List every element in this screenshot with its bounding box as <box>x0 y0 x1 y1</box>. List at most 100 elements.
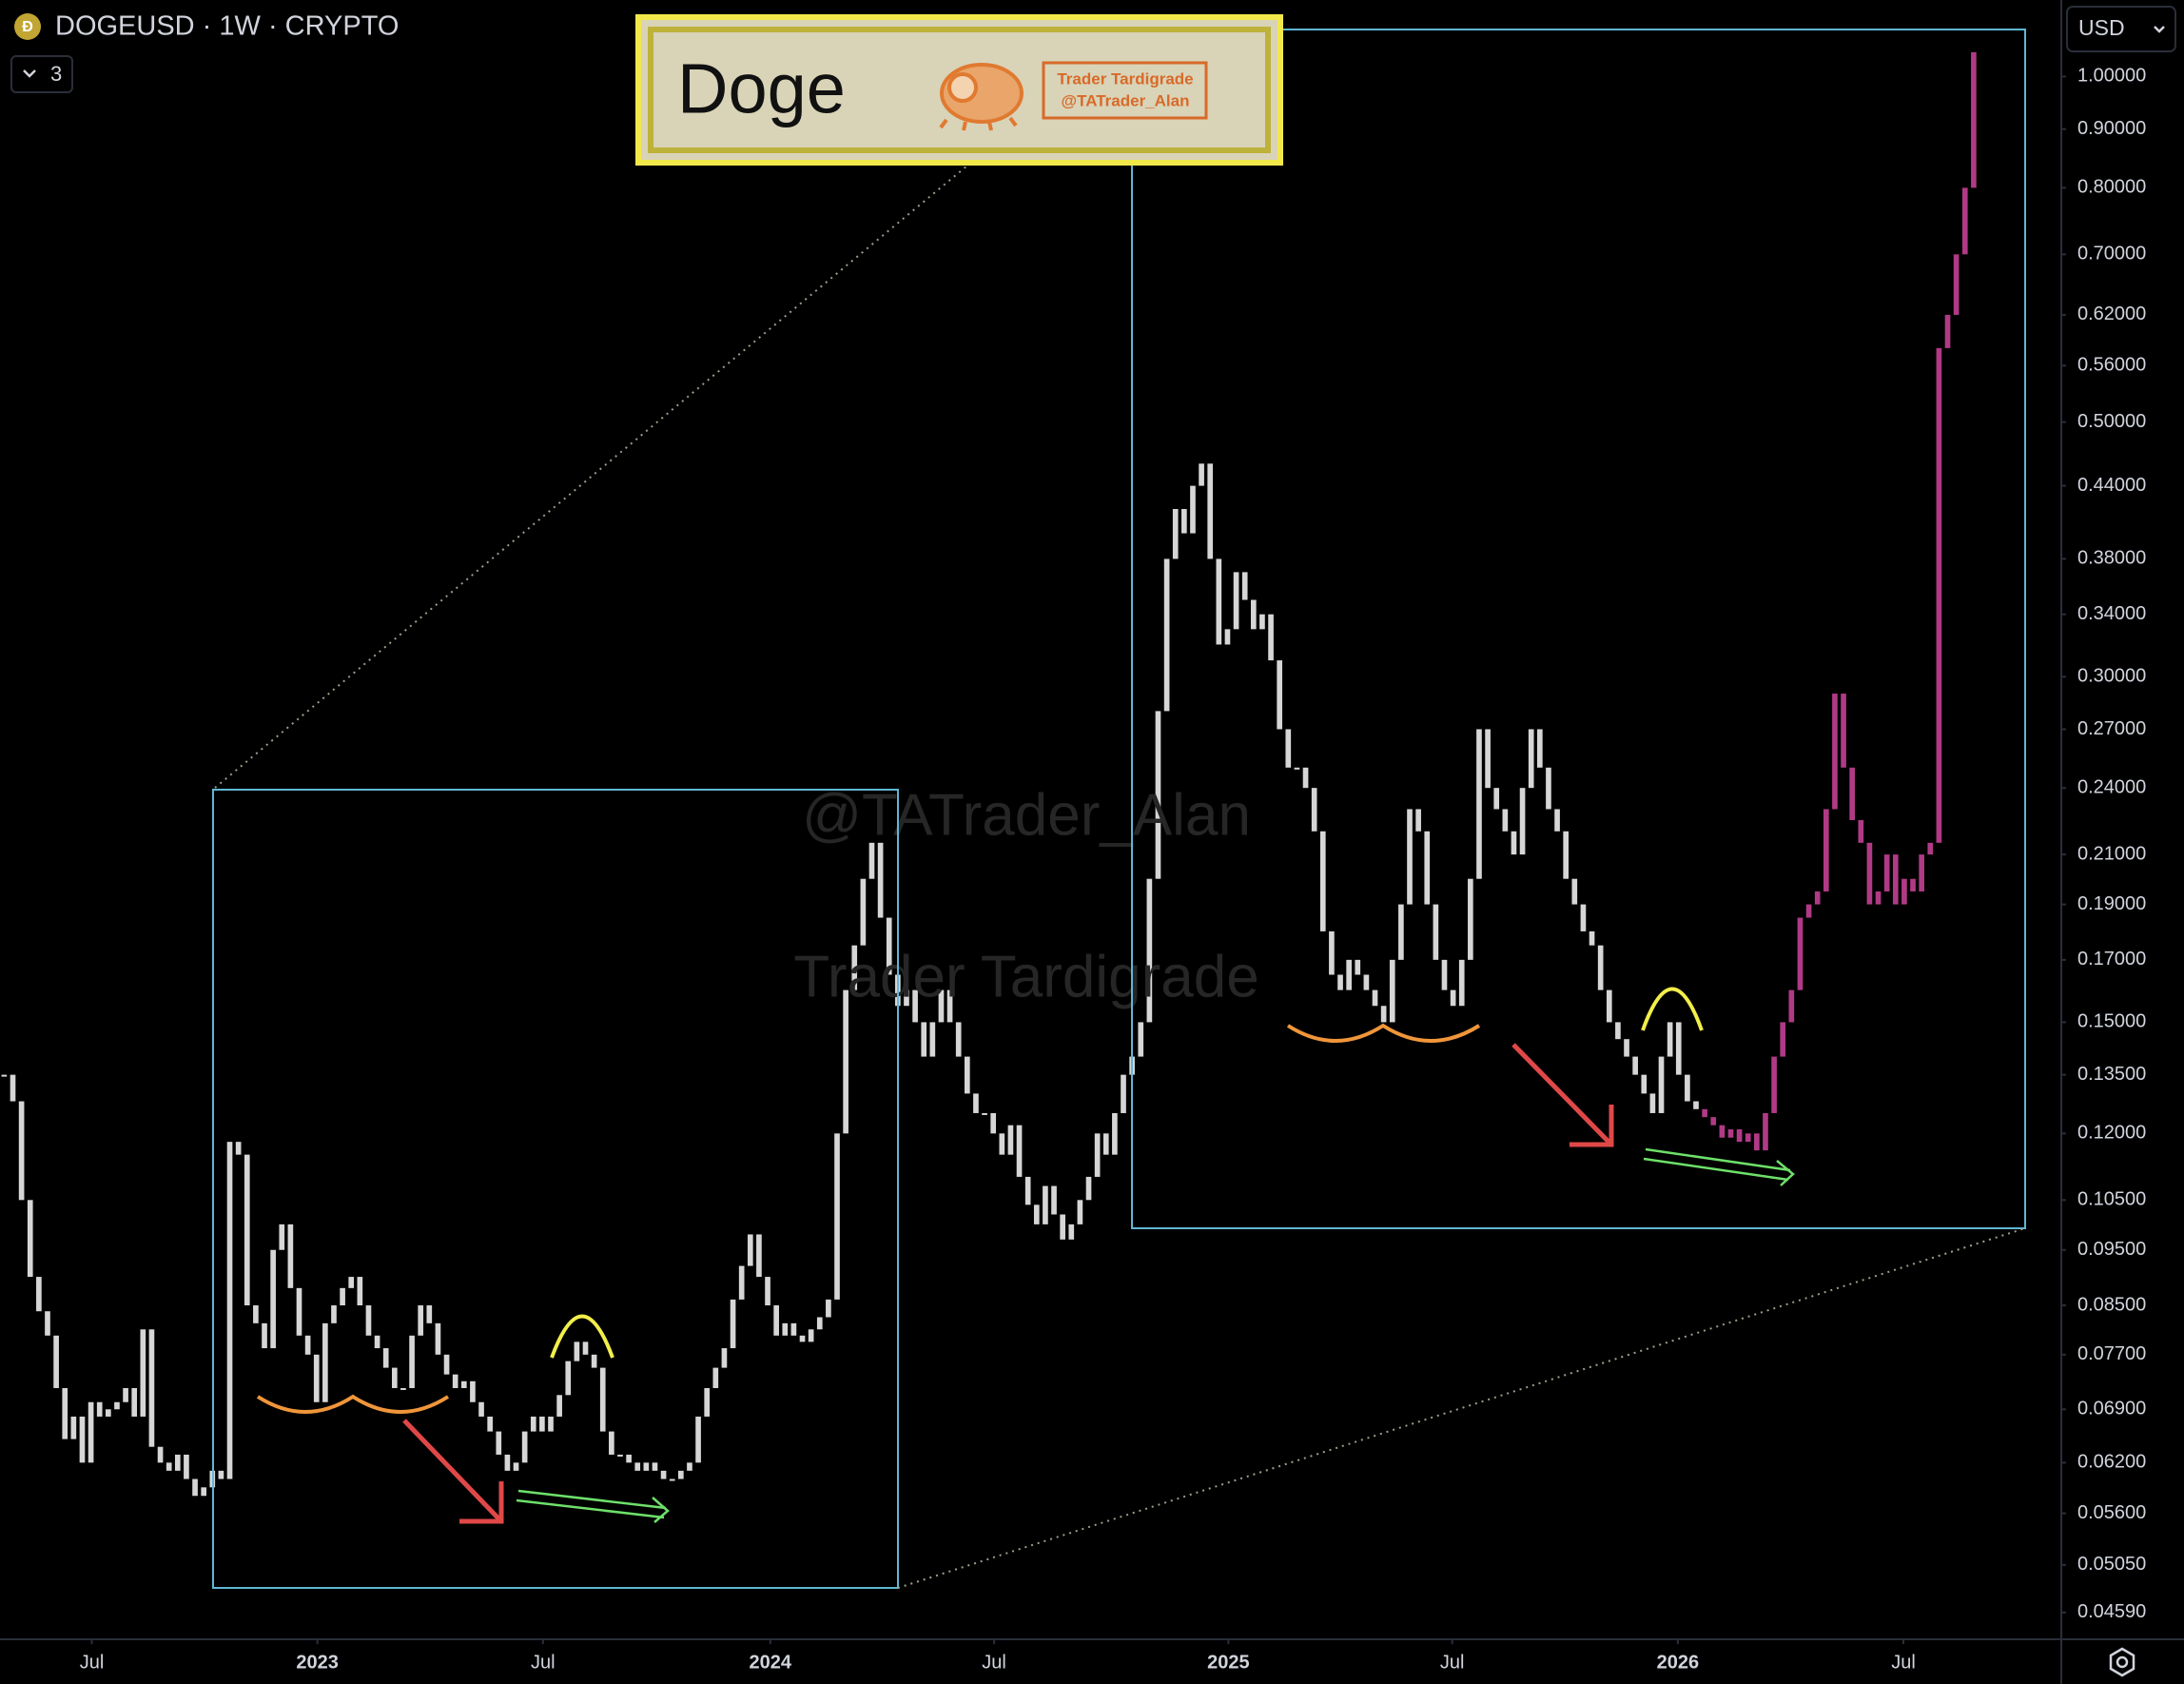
candle <box>1233 572 1239 630</box>
candle <box>1207 463 1214 559</box>
candle <box>478 1401 484 1417</box>
candle <box>634 1462 641 1471</box>
candle <box>1468 878 1473 960</box>
candle <box>426 1305 433 1323</box>
y-tick-label: 0.04590 <box>2077 1601 2146 1622</box>
candle <box>929 1022 936 1057</box>
currency-button[interactable] <box>2066 6 2176 52</box>
candle <box>1441 959 1448 990</box>
candle <box>1016 1125 1023 1177</box>
candle <box>1597 945 1604 990</box>
candle <box>790 1322 797 1336</box>
candle <box>1805 904 1812 918</box>
candle <box>799 1335 806 1342</box>
candle <box>574 1341 580 1361</box>
indicator-button[interactable] <box>10 55 73 93</box>
candle <box>1259 614 1265 630</box>
candle <box>1727 1128 1734 1138</box>
y-tick-label: 0.19000 <box>2077 893 2146 914</box>
x-tick-label: Jul <box>982 1652 1006 1673</box>
candle <box>1493 788 1500 810</box>
y-tick-label: 0.62000 <box>2077 304 2146 324</box>
candle <box>999 1133 1005 1155</box>
down-arrow <box>1511 1043 1614 1147</box>
y-tick-label: 0.80000 <box>2077 177 2146 198</box>
candle <box>270 1249 276 1349</box>
candle <box>1667 1022 1673 1057</box>
candle <box>1294 767 1300 770</box>
candle <box>843 989 848 1134</box>
zoom-box <box>1131 29 2026 1229</box>
chevron <box>2154 26 2165 33</box>
candle <box>174 1454 181 1471</box>
settings-button[interactable] <box>2109 1647 2135 1677</box>
candle <box>1476 729 1482 879</box>
candle <box>652 1462 658 1471</box>
candle <box>1094 1133 1101 1177</box>
candle <box>695 1416 701 1463</box>
candle <box>166 1462 172 1471</box>
x-tick-label: Jul <box>80 1652 105 1673</box>
candle <box>443 1354 450 1375</box>
candle <box>313 1354 320 1402</box>
candle <box>1068 1224 1075 1240</box>
x-tick-label: 2023 <box>296 1652 339 1673</box>
candle <box>617 1454 623 1457</box>
candle <box>877 842 884 918</box>
candle <box>860 878 867 946</box>
candle <box>1658 1056 1665 1113</box>
candle <box>1216 558 1222 645</box>
candle <box>18 1101 25 1201</box>
candle <box>1224 629 1231 645</box>
candle <box>1007 1125 1014 1155</box>
candle <box>262 1322 267 1349</box>
candle <box>1528 729 1534 789</box>
candle <box>140 1329 146 1417</box>
down-arrow <box>402 1419 504 1524</box>
candle <box>1944 314 1951 348</box>
symbol-icon-glyph: Ð <box>22 19 33 35</box>
candle <box>1554 809 1560 832</box>
candle <box>1675 1022 1682 1075</box>
currency-selector[interactable]: USD <box>2066 6 2176 52</box>
candle <box>599 1367 606 1432</box>
candle <box>1415 809 1421 832</box>
candle <box>946 989 953 1023</box>
candle <box>1580 904 1587 931</box>
candle <box>1632 1056 1638 1075</box>
candle <box>218 1470 224 1479</box>
top-arc <box>1641 987 1704 1031</box>
candle <box>1910 878 1916 891</box>
candle <box>1033 1204 1040 1224</box>
candle <box>747 1234 753 1266</box>
indicator-toggle[interactable]: 3 <box>10 55 73 93</box>
candle <box>1875 891 1882 905</box>
candle <box>1641 1074 1648 1094</box>
candle <box>1458 959 1465 1007</box>
candle <box>1060 1214 1065 1240</box>
candle <box>1519 788 1526 855</box>
indicator-count: 3 <box>50 62 62 86</box>
y-tick-label: 0.50000 <box>2077 411 2146 432</box>
y-tick-label: 0.70000 <box>2077 244 2146 264</box>
candle <box>106 1409 111 1417</box>
candle <box>816 1317 823 1330</box>
candle <box>148 1329 155 1447</box>
candle <box>70 1416 77 1439</box>
candle <box>712 1367 719 1388</box>
candle <box>36 1277 42 1312</box>
candle <box>1719 1125 1726 1138</box>
candle <box>548 1416 554 1432</box>
y-tick-label: 0.06200 <box>2077 1452 2146 1473</box>
candle <box>1077 1200 1083 1224</box>
watermark: Trader Tardigrade <box>793 944 1258 1009</box>
candle <box>88 1401 94 1463</box>
candle <box>201 1487 206 1497</box>
logo-badge <box>1042 61 1208 120</box>
candle <box>1901 878 1907 905</box>
candle <box>470 1380 476 1402</box>
candle <box>235 1142 242 1155</box>
candle <box>365 1305 372 1336</box>
candle <box>192 1478 198 1497</box>
